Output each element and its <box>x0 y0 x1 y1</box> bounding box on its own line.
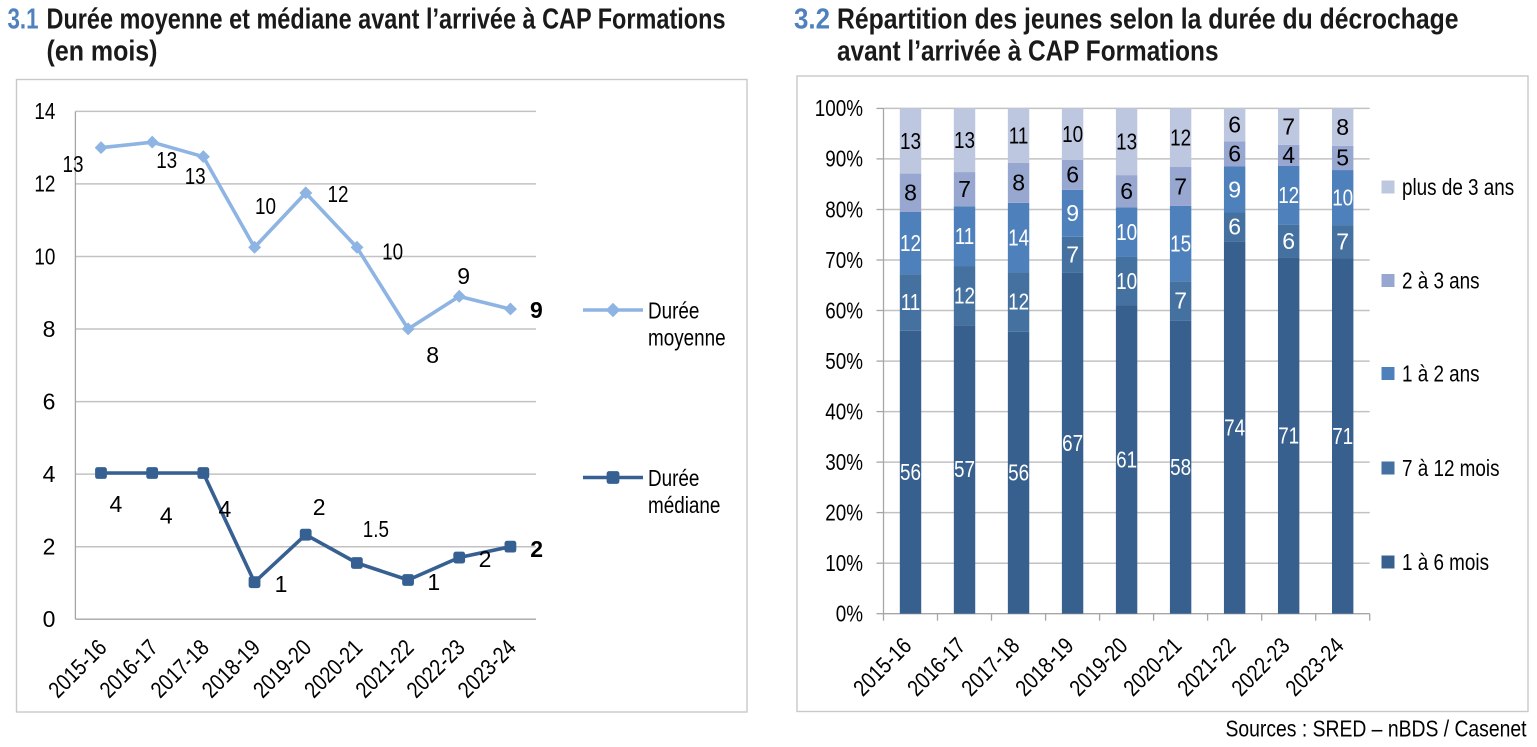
svg-text:80%: 80% <box>825 196 863 222</box>
svg-text:9: 9 <box>457 263 470 289</box>
svg-text:12: 12 <box>1170 125 1191 151</box>
svg-text:7: 7 <box>1282 113 1295 139</box>
svg-text:12: 12 <box>900 230 921 256</box>
svg-text:2 à 3 ans: 2 à 3 ans <box>1402 267 1480 293</box>
svg-text:6: 6 <box>43 388 56 414</box>
svg-text:7: 7 <box>1066 242 1079 268</box>
svg-text:6: 6 <box>1228 112 1241 138</box>
svg-text:40%: 40% <box>825 398 863 424</box>
svg-text:4: 4 <box>43 461 56 487</box>
svg-text:50%: 50% <box>825 348 863 374</box>
svg-text:9: 9 <box>530 297 543 323</box>
svg-text:1: 1 <box>427 569 440 595</box>
svg-text:10: 10 <box>1116 268 1137 294</box>
svg-text:90%: 90% <box>825 146 863 172</box>
svg-text:13: 13 <box>954 127 975 153</box>
svg-text:14: 14 <box>34 98 55 124</box>
svg-text:8: 8 <box>1012 170 1025 196</box>
svg-text:10: 10 <box>1116 219 1137 245</box>
svg-text:100%: 100% <box>815 95 863 121</box>
svg-text:8: 8 <box>1336 114 1349 140</box>
svg-text:12: 12 <box>328 181 349 207</box>
svg-text:Durée moyenne et médiane avant: Durée moyenne et médiane avant l’arrivée… <box>47 4 726 36</box>
svg-text:10: 10 <box>1332 184 1353 210</box>
svg-text:12: 12 <box>954 282 975 308</box>
svg-text:6: 6 <box>1228 141 1241 167</box>
svg-text:8: 8 <box>904 180 917 206</box>
svg-text:Durée: Durée <box>648 465 699 491</box>
svg-text:8: 8 <box>426 342 439 368</box>
svg-text:2: 2 <box>43 534 56 560</box>
svg-text:13: 13 <box>1116 129 1137 155</box>
svg-text:70%: 70% <box>825 247 863 273</box>
svg-text:6: 6 <box>1282 228 1295 254</box>
svg-text:13: 13 <box>185 163 206 189</box>
svg-text:Répartition des jeunes selon l: Répartition des jeunes selon la durée du… <box>837 4 1459 36</box>
svg-text:6: 6 <box>1228 214 1241 240</box>
svg-text:4: 4 <box>160 503 173 529</box>
svg-text:10: 10 <box>382 238 403 264</box>
svg-text:15: 15 <box>1170 230 1191 256</box>
svg-text:4: 4 <box>1282 142 1295 168</box>
svg-text:2: 2 <box>479 546 492 572</box>
svg-text:8: 8 <box>43 316 56 342</box>
svg-text:71: 71 <box>1278 423 1299 449</box>
svg-text:plus de 3 ans: plus de 3 ans <box>1402 174 1514 200</box>
svg-text:7: 7 <box>958 176 971 202</box>
svg-text:74: 74 <box>1224 414 1245 440</box>
svg-text:3.1: 3.1 <box>8 4 39 36</box>
svg-text:avant l’arrivée à CAP Formatio: avant l’arrivée à CAP Formations <box>837 35 1219 67</box>
svg-text:médiane: médiane <box>648 492 720 518</box>
svg-text:12: 12 <box>1278 182 1299 208</box>
svg-text:9: 9 <box>1228 176 1241 202</box>
svg-text:13: 13 <box>63 151 84 177</box>
svg-text:7: 7 <box>1336 229 1349 255</box>
svg-text:57: 57 <box>954 456 975 482</box>
svg-text:7: 7 <box>1174 173 1187 199</box>
svg-text:56: 56 <box>900 459 921 485</box>
svg-text:7: 7 <box>1174 288 1187 314</box>
svg-text:10: 10 <box>34 243 55 269</box>
svg-text:11: 11 <box>901 289 921 315</box>
svg-text:14: 14 <box>1008 224 1029 250</box>
svg-text:10: 10 <box>1062 121 1083 147</box>
svg-text:4: 4 <box>219 496 232 522</box>
svg-text:0%: 0% <box>836 601 863 627</box>
svg-text:moyenne: moyenne <box>648 325 726 351</box>
svg-text:1 à 6 mois: 1 à 6 mois <box>1402 549 1489 575</box>
svg-text:20%: 20% <box>825 499 863 525</box>
svg-text:Sources : SRED – nBDS / Casene: Sources : SRED – nBDS / Casenet <box>1226 716 1528 742</box>
svg-text:1 à 2 ans: 1 à 2 ans <box>1402 360 1480 386</box>
svg-text:0: 0 <box>43 606 56 632</box>
svg-text:6: 6 <box>1120 178 1133 204</box>
svg-text:10: 10 <box>255 193 276 219</box>
svg-text:4: 4 <box>110 491 123 517</box>
svg-text:2: 2 <box>530 536 543 562</box>
svg-text:13: 13 <box>156 147 177 173</box>
svg-text:12: 12 <box>34 171 55 197</box>
svg-text:9: 9 <box>1066 200 1079 226</box>
svg-text:67: 67 <box>1062 430 1083 456</box>
svg-text:13: 13 <box>900 128 921 154</box>
svg-text:3.2: 3.2 <box>794 4 830 36</box>
svg-text:7 à 12 mois: 7 à 12 mois <box>1402 455 1500 481</box>
svg-text:1: 1 <box>275 571 288 597</box>
svg-text:11: 11 <box>1009 123 1029 149</box>
svg-text:5: 5 <box>1336 145 1349 171</box>
svg-text:1.5: 1.5 <box>363 516 389 542</box>
svg-text:60%: 60% <box>825 297 863 323</box>
svg-text:56: 56 <box>1008 460 1029 486</box>
svg-text:11: 11 <box>955 223 975 249</box>
svg-text:6: 6 <box>1066 162 1079 188</box>
svg-text:2: 2 <box>313 494 326 520</box>
svg-text:12: 12 <box>1008 289 1029 315</box>
svg-text:Durée: Durée <box>648 297 699 323</box>
svg-text:10%: 10% <box>825 550 863 576</box>
svg-text:30%: 30% <box>825 449 863 475</box>
svg-text:58: 58 <box>1170 454 1191 480</box>
svg-text:71: 71 <box>1332 423 1353 449</box>
svg-text:(en mois): (en mois) <box>47 35 158 67</box>
svg-text:61: 61 <box>1116 446 1137 472</box>
